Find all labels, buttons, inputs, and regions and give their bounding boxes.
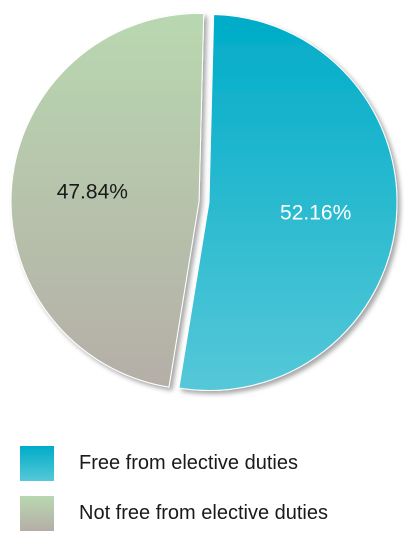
- legend-item-free: Free from elective duties: [20, 446, 404, 481]
- pie-slice-not-free: [10, 13, 205, 388]
- legend-item-not-free: Not free from elective duties: [20, 496, 404, 531]
- pie-slices: [10, 13, 398, 391]
- pie-label-not-free: 47.84%: [57, 181, 128, 204]
- legend-swatch-not-free: [20, 496, 54, 531]
- legend-label-not-free: Not free from elective duties: [79, 502, 328, 524]
- pie-data-labels: 52.16% 47.84%: [57, 181, 352, 225]
- pie-slice-free: [178, 14, 398, 391]
- pie-chart: 52.16% 47.84%: [10, 13, 398, 391]
- pie-label-free: 52.16%: [280, 201, 351, 224]
- legend: Free from elective duties Not free from …: [20, 446, 404, 546]
- legend-label-free: Free from elective duties: [79, 452, 298, 474]
- legend-swatch-free: [20, 446, 54, 481]
